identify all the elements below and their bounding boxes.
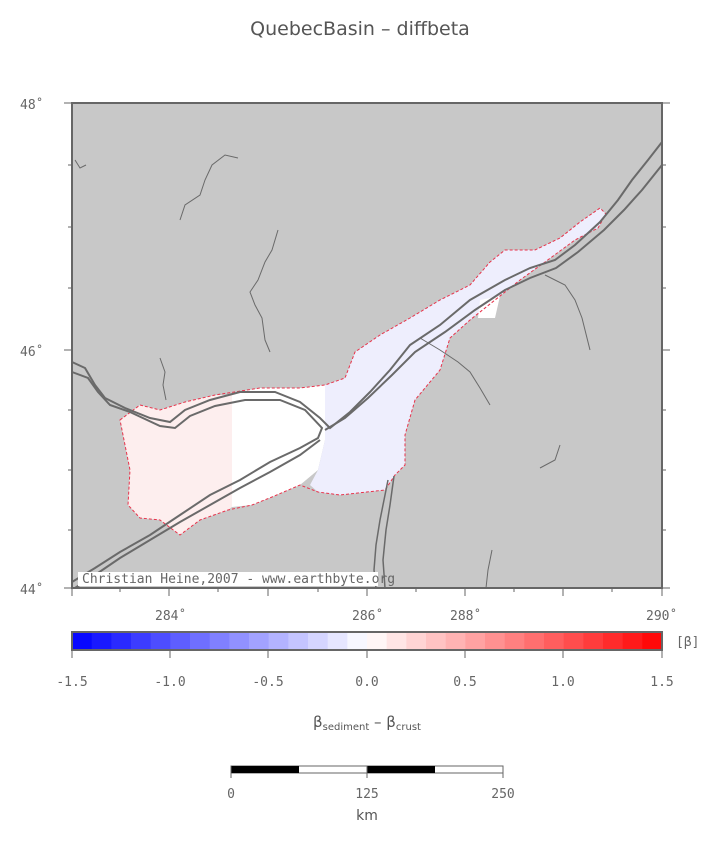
map-panel: Christian Heine,2007 - www.earthbyte.org <box>20 97 677 624</box>
colorbar-cell <box>72 632 93 650</box>
lat-ticks <box>64 102 670 589</box>
colorbar-cell <box>111 632 132 650</box>
scale-label-250: 250 <box>491 787 514 802</box>
lon-label-290: 290˚ <box>646 608 677 624</box>
colorbar-cell <box>170 632 191 650</box>
colorbar-cell <box>485 632 506 650</box>
colorbar-cell <box>367 632 388 650</box>
lon-label-286: 286˚ <box>352 608 383 624</box>
lon-label-284: 284˚ <box>155 608 186 624</box>
scale-bar: 0 125 250 km <box>227 765 515 824</box>
scale-unit: km <box>356 808 378 824</box>
colorbar-cell <box>131 632 152 650</box>
basin-negative-region <box>310 208 606 495</box>
colorbar-cell <box>465 632 486 650</box>
colorbar-cell <box>229 632 250 650</box>
colorbar-tick-label: 0.5 <box>453 675 476 690</box>
colorbar-cell <box>308 632 329 650</box>
colorbar-cell <box>603 632 624 650</box>
colorbar-tick-label: 1.5 <box>650 675 673 690</box>
colorbar-tick-label: 0.0 <box>355 675 378 690</box>
colorbar-cell <box>504 632 525 650</box>
colorbar-cell <box>622 632 643 650</box>
basin-boundary <box>119 207 607 536</box>
lon-label-288: 288˚ <box>450 608 481 624</box>
colorbar-cell <box>288 632 309 650</box>
credit-background <box>78 572 378 586</box>
colorbar-cells <box>72 632 663 650</box>
colorbar-label: βsediment – βcrust <box>313 713 421 733</box>
colorbar-cell <box>445 632 466 650</box>
colorbar-cell <box>190 632 211 650</box>
colorbar-cell <box>426 632 447 650</box>
colorbar-cell <box>249 632 270 650</box>
colorbar-cell <box>327 632 348 650</box>
lat-label-44: 44˚ <box>20 582 43 598</box>
lat-label-46: 46˚ <box>20 344 43 360</box>
colorbar-cell <box>347 632 368 650</box>
lat-label-48: 48˚ <box>20 97 43 113</box>
colorbar-tick-label: -1.0 <box>154 675 185 690</box>
tributary-rivers <box>74 154 591 589</box>
colorbar-tick-label: 1.0 <box>551 675 574 690</box>
colorbar-cell <box>386 632 407 650</box>
basin-neutral-notch <box>478 296 500 318</box>
colorbar-tick-label: -1.5 <box>56 675 87 690</box>
scale-label-125: 125 <box>355 787 378 802</box>
map-credit: Christian Heine,2007 - www.earthbyte.org <box>82 572 395 587</box>
colorbar: [β] -1.5 -1.0 -0.5 0.0 0.5 1.0 1.5 βsedi… <box>56 631 699 733</box>
colorbar-cell <box>524 632 545 650</box>
basin-neutral-region <box>232 385 325 507</box>
colorbar-cell <box>150 632 171 650</box>
map-title: QuebecBasin – diffbeta <box>250 18 470 40</box>
colorbar-ticks <box>71 650 663 658</box>
colorbar-tick-label: -0.5 <box>252 675 283 690</box>
st-lawrence-river <box>71 141 663 589</box>
colorbar-cell <box>406 632 427 650</box>
colorbar-cell <box>268 632 289 650</box>
colorbar-cell <box>563 632 584 650</box>
lon-ticks <box>71 588 663 596</box>
colorbar-cell <box>544 632 565 650</box>
colorbar-cell <box>91 632 112 650</box>
colorbar-cell <box>583 632 604 650</box>
scale-label-0: 0 <box>227 787 235 802</box>
colorbar-unit: [β] <box>676 635 699 650</box>
colorbar-cell <box>642 632 663 650</box>
colorbar-cell <box>209 632 230 650</box>
